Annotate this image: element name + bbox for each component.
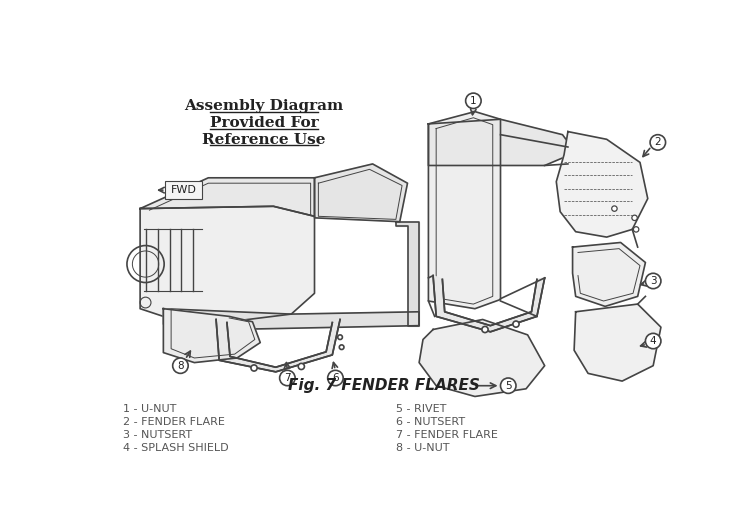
Text: Reference Use: Reference Use bbox=[202, 133, 326, 147]
FancyBboxPatch shape bbox=[165, 181, 202, 200]
Circle shape bbox=[646, 273, 661, 289]
Polygon shape bbox=[140, 178, 315, 217]
Text: 2: 2 bbox=[655, 137, 661, 147]
Polygon shape bbox=[163, 309, 260, 363]
Text: 3 - NUTSERT: 3 - NUTSERT bbox=[123, 430, 192, 440]
Text: 6: 6 bbox=[332, 373, 339, 383]
Text: 7: 7 bbox=[284, 373, 291, 383]
Text: 8 - U-NUT: 8 - U-NUT bbox=[396, 443, 449, 453]
Text: 1: 1 bbox=[470, 96, 476, 106]
Polygon shape bbox=[557, 131, 648, 237]
Circle shape bbox=[612, 206, 617, 211]
Circle shape bbox=[173, 358, 188, 373]
Text: 5: 5 bbox=[505, 381, 512, 390]
Circle shape bbox=[646, 334, 661, 349]
Polygon shape bbox=[572, 243, 646, 306]
Circle shape bbox=[339, 345, 344, 350]
Circle shape bbox=[513, 321, 519, 327]
Text: FWD: FWD bbox=[171, 185, 196, 195]
Circle shape bbox=[298, 363, 304, 370]
Text: 3: 3 bbox=[650, 276, 656, 286]
Text: 4 - SPLASH SHIELD: 4 - SPLASH SHIELD bbox=[123, 443, 228, 453]
Circle shape bbox=[634, 227, 639, 232]
Circle shape bbox=[327, 370, 343, 386]
Circle shape bbox=[466, 93, 481, 109]
Text: 8: 8 bbox=[177, 361, 184, 371]
Polygon shape bbox=[315, 164, 407, 222]
Polygon shape bbox=[163, 309, 419, 329]
Text: Assembly Diagram: Assembly Diagram bbox=[184, 99, 344, 113]
Circle shape bbox=[500, 378, 516, 393]
Text: Provided For: Provided For bbox=[210, 116, 318, 130]
Polygon shape bbox=[140, 206, 315, 322]
Polygon shape bbox=[428, 119, 576, 165]
Circle shape bbox=[279, 370, 295, 386]
Polygon shape bbox=[433, 276, 545, 332]
Circle shape bbox=[338, 335, 342, 339]
Polygon shape bbox=[574, 304, 661, 381]
Text: 6 - NUTSERT: 6 - NUTSERT bbox=[396, 417, 465, 427]
Text: 4: 4 bbox=[650, 336, 656, 346]
Circle shape bbox=[482, 327, 488, 332]
Text: 7 - FENDER FLARE: 7 - FENDER FLARE bbox=[396, 430, 498, 440]
Text: 1 - U-NUT: 1 - U-NUT bbox=[123, 404, 177, 414]
Polygon shape bbox=[396, 222, 419, 326]
Polygon shape bbox=[419, 320, 545, 396]
Circle shape bbox=[632, 215, 637, 221]
Text: Fig. 7 FENDER FLARES: Fig. 7 FENDER FLARES bbox=[288, 378, 479, 393]
Text: 5 - RIVET: 5 - RIVET bbox=[396, 404, 446, 414]
Circle shape bbox=[650, 135, 666, 150]
Polygon shape bbox=[428, 112, 500, 309]
Text: 2 - FENDER FLARE: 2 - FENDER FLARE bbox=[123, 417, 225, 427]
Polygon shape bbox=[216, 320, 340, 372]
Circle shape bbox=[251, 365, 257, 371]
